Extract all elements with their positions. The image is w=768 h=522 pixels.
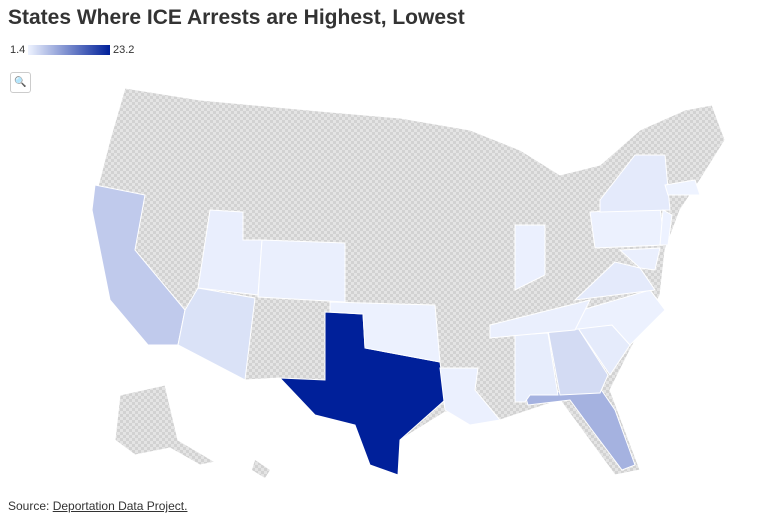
hawaii xyxy=(252,460,270,478)
state xyxy=(514,224,546,291)
state xyxy=(329,301,441,363)
legend-max: 23.2 xyxy=(113,44,135,56)
state xyxy=(439,367,501,426)
legend-bar xyxy=(28,45,110,55)
source-link[interactable]: Deportation Data Project. xyxy=(52,499,188,513)
legend-min: 1.4 xyxy=(10,44,26,56)
state xyxy=(659,209,673,246)
search-button[interactable]: 🔍 xyxy=(10,72,31,93)
state xyxy=(524,387,636,471)
source-label: Source: xyxy=(8,499,50,513)
state xyxy=(618,247,661,271)
state xyxy=(177,287,256,381)
state xyxy=(489,299,591,339)
state xyxy=(257,239,346,303)
state xyxy=(599,154,671,213)
alaska xyxy=(114,384,217,466)
state xyxy=(589,207,666,249)
state xyxy=(664,179,701,196)
title: States Where ICE Arrests are Highest, Lo… xyxy=(8,6,465,29)
source: Source: Deportation Data Project. xyxy=(8,499,187,513)
